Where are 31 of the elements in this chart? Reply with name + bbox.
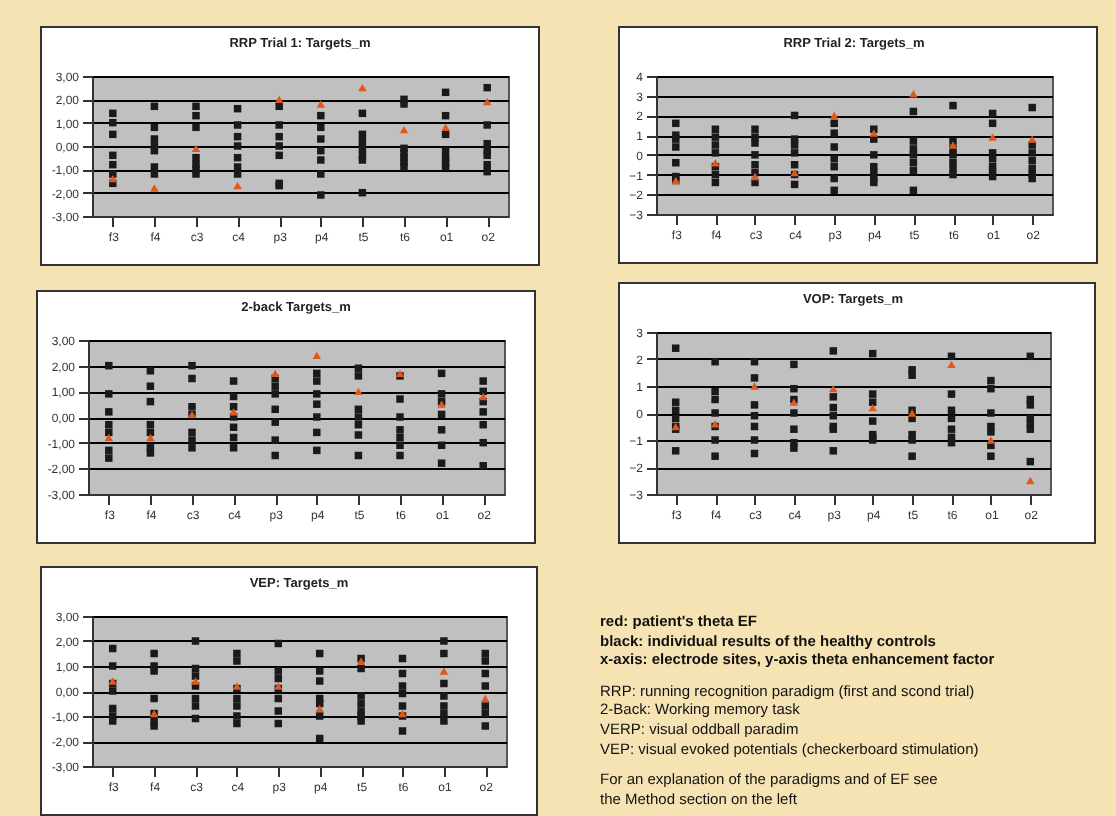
point <box>478 392 488 401</box>
point <box>868 403 877 412</box>
point <box>191 144 201 153</box>
point <box>229 408 238 416</box>
point <box>481 694 490 703</box>
point <box>482 97 492 106</box>
point <box>829 111 839 120</box>
point <box>1026 476 1035 485</box>
point <box>274 95 284 104</box>
point <box>750 382 759 390</box>
point <box>312 351 322 360</box>
point <box>399 125 409 134</box>
point <box>316 100 326 108</box>
point <box>108 174 118 183</box>
point <box>358 83 367 92</box>
point <box>233 181 242 190</box>
point <box>315 704 324 713</box>
point <box>439 667 449 675</box>
point <box>441 123 450 132</box>
point <box>986 436 996 444</box>
point <box>104 433 114 442</box>
point <box>947 360 956 369</box>
point <box>354 387 363 396</box>
point <box>191 677 200 685</box>
point <box>1027 135 1037 143</box>
point <box>150 184 159 192</box>
point <box>146 433 155 442</box>
point <box>909 90 918 98</box>
point <box>988 133 997 141</box>
point <box>829 385 838 393</box>
point <box>270 369 280 378</box>
